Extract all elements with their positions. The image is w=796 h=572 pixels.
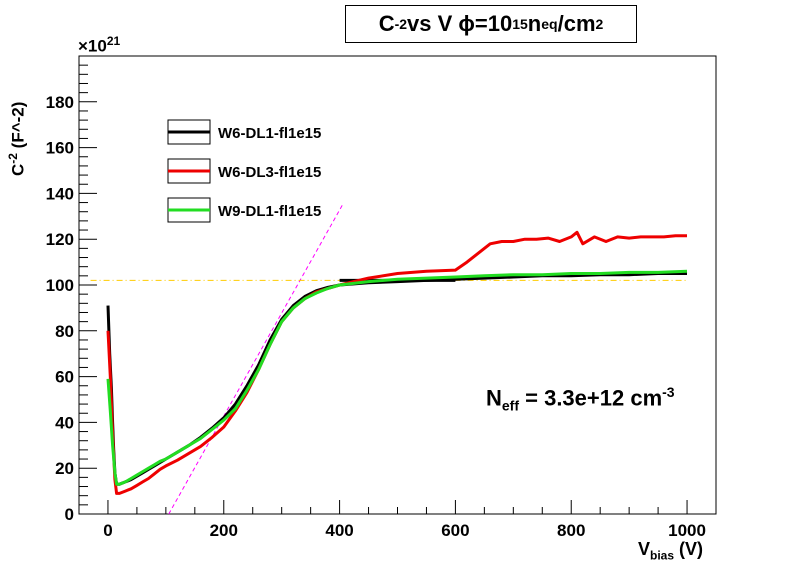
title-mid: vs V ϕ=10 [407, 11, 513, 36]
y-exponent-base: ×10 [78, 36, 107, 56]
neff-exp: -3 [662, 384, 675, 400]
series-line [106, 269, 688, 486]
y-tick-label: 80 [55, 322, 74, 341]
y-tick-label: 180 [46, 93, 74, 112]
y-axis-exponent: ×1021 [78, 34, 120, 57]
x-tick-label: 600 [441, 521, 469, 540]
y-tick-label: 60 [55, 368, 74, 387]
x-tick-label: 800 [557, 521, 585, 540]
title-c: C [378, 11, 395, 36]
ylabel-exp: -2 [6, 153, 20, 164]
data-series [106, 230, 688, 495]
y-tick-label: 0 [65, 505, 74, 524]
series-line [106, 230, 687, 495]
neff-n: N [486, 385, 502, 411]
neff-annotation: Neff = 3.3e+12 cm-3 [486, 384, 675, 414]
neff-value: = 3.3e+12 cm [519, 385, 663, 411]
x-axis-label: Vbias (V) [638, 539, 703, 563]
fit-lines [90, 204, 688, 515]
title-end: /cm [557, 11, 596, 36]
title-n: n [527, 11, 542, 36]
legend-label: W9-DL1-fl1e15 [218, 203, 321, 220]
legend-label: W6-DL3-fl1e15 [218, 164, 321, 181]
y-tick-label: 20 [55, 459, 74, 478]
y-tick-label: 100 [46, 276, 74, 295]
x-tick-label: 200 [210, 521, 238, 540]
y-tick-label: 40 [55, 413, 74, 432]
xlabel-v: V [638, 539, 651, 559]
xlabel-rest: (V) [674, 539, 704, 559]
ylabel-rest: (F^-2) [8, 101, 28, 154]
title-end-exp: 2 [595, 16, 604, 32]
title-n-sub: eq [541, 16, 558, 32]
x-tick-label: 0 [103, 521, 112, 540]
legend-label: W6-DL1-fl1e15 [218, 125, 321, 142]
y-tick-label: 160 [46, 139, 74, 158]
axis-ticks: 0 200 400 600 800 1000 0 20 40 60 80 100 120 140 160 18… [46, 64, 706, 540]
x-tick-label: 400 [325, 521, 353, 540]
xlabel-sub: bias [650, 548, 675, 563]
series-line [106, 272, 687, 486]
y-axis-label: C-2 (F^-2) [6, 102, 29, 176]
legend: W6-DL1-fl1e15 W6-DL3-fl1e15 W9-DL1-fl1e15 [167, 119, 321, 223]
x-tick-label: 1000 [668, 521, 706, 540]
chart-title: C -2 vs V ϕ=10 15 n eq/cm 2 [345, 5, 637, 43]
y-tick-label: 120 [46, 230, 74, 249]
y-tick-label: 140 [46, 184, 74, 203]
fit-line [168, 204, 343, 515]
neff-sub: eff [501, 397, 520, 414]
ylabel-c: C [8, 163, 28, 176]
title-fluence-exp: 15 [512, 16, 528, 32]
y-exponent-power: 21 [106, 34, 121, 48]
title-c-exp: -2 [394, 16, 408, 32]
